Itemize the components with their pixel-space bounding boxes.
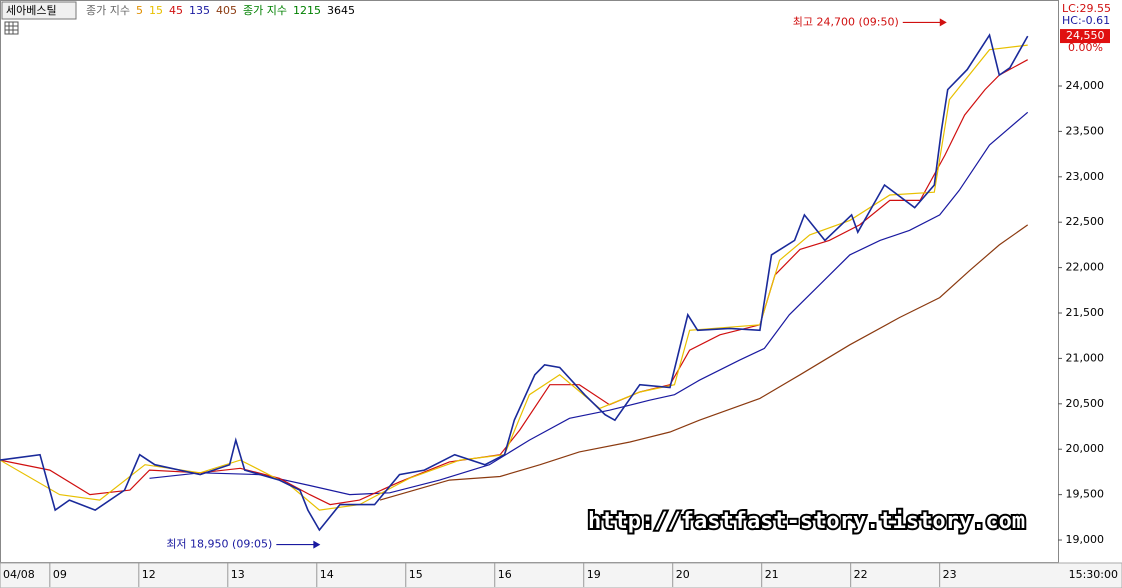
legend-item: 45 — [169, 4, 183, 17]
y-tick-label: 22,500 — [1066, 215, 1105, 228]
y-tick-label: 20,500 — [1066, 397, 1105, 410]
y-tick-label: 24,000 — [1066, 79, 1105, 92]
change-label: 0.00% — [1068, 41, 1103, 54]
last-price-box — [1060, 29, 1110, 44]
annotation: 최고 24,700 (09:50) — [793, 15, 899, 28]
legend-item: 15 — [149, 4, 163, 17]
x-tick-label: 23 — [943, 568, 957, 581]
last-price-label: 24,550 — [1066, 29, 1105, 42]
annotation: 최저 18,950 (09:05) — [166, 538, 272, 551]
y-tick-label: 21,000 — [1066, 351, 1105, 364]
plot-frame — [0, 0, 1059, 563]
legend-item: 405 — [216, 4, 237, 17]
x-tick-label: 12 — [142, 568, 156, 581]
y-tick-label: 23,500 — [1066, 124, 1105, 137]
lc-label: LC:29.55 — [1062, 2, 1111, 15]
legend: 종가 지수 5 15 45 135 405 종가 지수 1215 3645 — [86, 4, 355, 17]
x-tick-label: 04/08 — [3, 568, 35, 581]
y-axis-area — [1059, 0, 1122, 588]
y-tick-label: 20,000 — [1066, 442, 1105, 455]
ma-line — [379, 224, 1029, 501]
y-tick-label: 21,500 — [1066, 306, 1105, 319]
x-tick-label: 21 — [765, 568, 779, 581]
legend-label: 종가 지수 — [243, 4, 287, 17]
y-tick-label: 19,500 — [1066, 488, 1105, 501]
legend-item: 5 — [136, 4, 143, 17]
grid-icon[interactable] — [4, 21, 19, 35]
chart-title: 세아베스틸 — [6, 4, 57, 17]
x-tick-label: 20 — [676, 568, 690, 581]
y-tick-label: 19,000 — [1066, 533, 1105, 546]
y-tick-label: 23,000 — [1066, 170, 1105, 183]
price-line — [0, 33, 1029, 532]
title-box[interactable] — [1, 1, 77, 20]
watermark: http://fastfast-story.tistory.com — [588, 509, 1025, 534]
x-tick-label: 14 — [320, 568, 334, 581]
y-tick-label: 22,000 — [1066, 261, 1105, 274]
ma-line — [149, 111, 1029, 496]
annotation-arrowhead — [313, 540, 321, 549]
annotation-arrowhead — [939, 18, 947, 27]
x-tick-label: 09 — [53, 568, 67, 581]
hc-label: HC:-0.61 — [1062, 14, 1110, 27]
ma-line — [0, 44, 1028, 511]
x-tick-label: 13 — [231, 568, 245, 581]
x-tick-label: 22 — [854, 568, 868, 581]
legend-item: 135 — [189, 4, 210, 17]
time-label: 15:30:00 — [1069, 568, 1118, 581]
legend-item: 3645 — [327, 4, 355, 17]
grid-icon-lines — [5, 22, 18, 34]
x-tick-label: 16 — [498, 568, 512, 581]
x-axis-area — [0, 562, 1122, 588]
legend-item: 1215 — [293, 4, 321, 17]
legend-label: 종가 지수 — [86, 4, 130, 17]
x-tick-label: 15 — [409, 568, 423, 581]
x-tick-label: 19 — [587, 568, 601, 581]
